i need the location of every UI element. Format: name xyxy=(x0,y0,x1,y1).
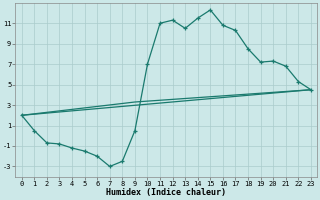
X-axis label: Humidex (Indice chaleur): Humidex (Indice chaleur) xyxy=(106,188,226,197)
